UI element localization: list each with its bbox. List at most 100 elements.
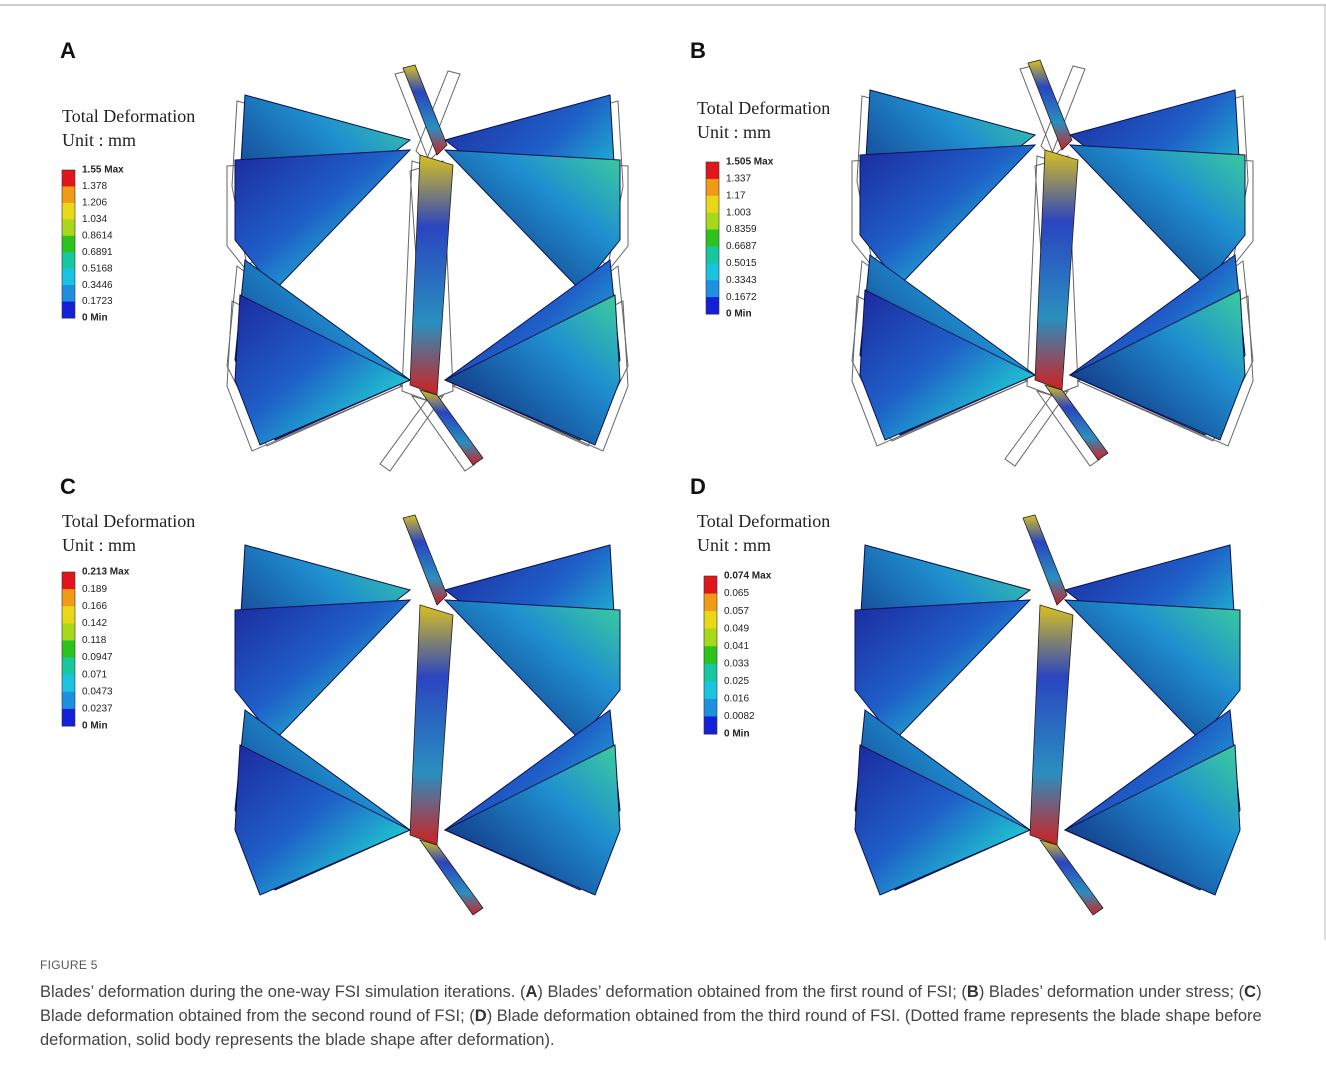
legend-label: 1.17 <box>726 190 746 201</box>
legend-label: 0.8614 <box>82 230 113 241</box>
legend-title: Total Deformation <box>697 511 830 531</box>
legend-label: 1.003 <box>726 207 751 218</box>
legend-unit: Unit : mm <box>697 535 771 555</box>
legend-swatch <box>706 162 719 179</box>
caption-panel-ref: B <box>967 983 979 1001</box>
blade <box>1070 145 1245 285</box>
panel-label: B <box>690 38 706 63</box>
legend-swatch <box>704 699 717 717</box>
center-blade <box>1035 150 1078 390</box>
legend-label: 1.55 Max <box>82 165 124 176</box>
legend-swatch <box>704 611 717 629</box>
legend-swatch <box>706 196 719 213</box>
legend-label: 1.378 <box>82 181 107 192</box>
legend-label: 0.6891 <box>82 247 113 258</box>
legend-label: 0 Min <box>724 729 750 740</box>
legend-swatch <box>62 203 75 220</box>
legend-label: 0.049 <box>724 623 749 634</box>
legend-label: 0.1723 <box>82 296 113 307</box>
center-blade <box>420 390 483 465</box>
legend-swatch <box>706 213 719 230</box>
center-blade <box>1045 385 1108 460</box>
legend-swatch <box>706 230 719 247</box>
legend-swatch <box>62 219 75 236</box>
panel-label: A <box>60 38 76 63</box>
legend-swatch <box>62 658 75 676</box>
caption-panel-ref: C <box>1244 983 1256 1001</box>
legend-label: 0.8359 <box>726 224 757 235</box>
figure: A Total Deformation Unit : mm 1.55 Max 1.378… <box>0 0 1326 1083</box>
legend-swatch <box>704 646 717 664</box>
legend-label: 0.0237 <box>82 704 113 715</box>
caption-segment: ) Blades’ deformation obtained from the … <box>537 983 967 1001</box>
legend-label: 1.337 <box>726 174 751 185</box>
legend-label: 0.189 <box>82 584 107 595</box>
blade <box>855 600 1030 740</box>
legend-swatch <box>62 640 75 658</box>
legend-label: 0.065 <box>724 588 749 599</box>
legend-unit: Unit : mm <box>697 122 771 142</box>
legend-swatch <box>62 623 75 641</box>
legend-swatch <box>704 681 717 699</box>
legend-label: 0.1672 <box>726 292 757 303</box>
legend-label: 0.142 <box>82 618 107 629</box>
legend-label: 0 Min <box>726 309 752 320</box>
legend-swatch <box>62 709 75 727</box>
caption-panel-ref: D <box>475 1007 487 1025</box>
figure-page: A Total Deformation Unit : mm 1.55 Max 1.378… <box>0 0 1326 1083</box>
caption-segment: Blades’ deformation during the one-way F… <box>40 983 525 1001</box>
blade <box>235 600 410 740</box>
caption-segment: ) Blades’ deformation under stress; ( <box>979 983 1244 1001</box>
center-blade <box>420 840 483 915</box>
blade-render <box>227 65 628 471</box>
legend-label: 0.213 Max <box>82 567 130 578</box>
legend-swatch <box>62 572 75 590</box>
legend-swatch <box>706 246 719 263</box>
legend-label: 0.5015 <box>726 258 757 269</box>
legend-label: 0.041 <box>724 641 749 652</box>
caption-panel-ref: A <box>525 983 537 1001</box>
center-blade <box>410 155 453 395</box>
legend-swatch <box>62 692 75 710</box>
legend-swatch <box>62 606 75 624</box>
legend-title: Total Deformation <box>62 511 195 531</box>
legend-label: 0.071 <box>82 669 107 680</box>
legend-swatch <box>62 252 75 269</box>
legend-label: 0.025 <box>724 676 749 687</box>
center-blade <box>403 515 447 605</box>
legend-swatch <box>704 664 717 682</box>
legend-label: 1.034 <box>82 214 107 225</box>
center-blade <box>410 605 453 845</box>
legend-label: 0.6687 <box>726 241 757 252</box>
blade <box>235 150 410 290</box>
legend-label: 1.505 Max <box>726 157 774 168</box>
legend-label: 0.0473 <box>82 686 113 697</box>
legend-swatch <box>62 675 75 693</box>
legend-label: 0.5168 <box>82 263 113 274</box>
center-blade <box>1023 515 1067 605</box>
legend-swatch <box>62 186 75 203</box>
legend-title: Total Deformation <box>697 98 830 118</box>
legend-label: 0 Min <box>82 313 108 324</box>
blade <box>1065 600 1240 740</box>
blade-render <box>852 60 1253 466</box>
legend-swatch <box>62 589 75 607</box>
blade <box>445 600 620 740</box>
legend-swatch <box>704 629 717 647</box>
legend-label: 0.118 <box>82 635 107 646</box>
panel-label: D <box>690 474 706 499</box>
legend-swatch <box>706 297 719 314</box>
legend-unit: Unit : mm <box>62 130 136 150</box>
legend-label: 0 Min <box>82 721 108 732</box>
legend-label: 0.074 Max <box>724 571 772 582</box>
legend-title: Total Deformation <box>62 106 195 126</box>
legend-label: 0.033 <box>724 658 749 669</box>
legend-label: 0.3446 <box>82 280 113 291</box>
blade <box>860 145 1035 285</box>
legend-swatch <box>62 285 75 302</box>
legend-swatch <box>706 263 719 280</box>
caption: FIGURE 5 Blades’ deformation during the … <box>40 958 1300 1052</box>
blade-render <box>855 515 1240 915</box>
legend-swatch <box>62 170 75 187</box>
center-blade <box>1040 840 1103 915</box>
